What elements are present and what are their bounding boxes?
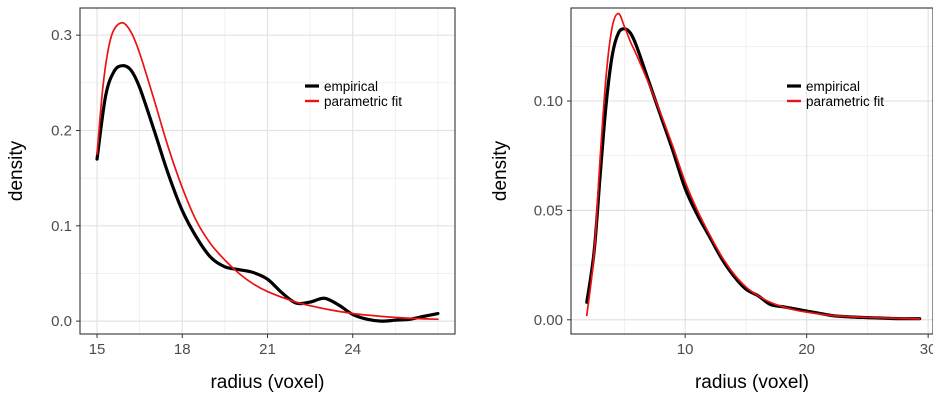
y-tick-label: 0.1 (51, 218, 72, 235)
plot-background (571, 8, 933, 334)
y-tick-label: 0.00 (534, 312, 563, 329)
y-tick-label: 0.05 (534, 202, 563, 219)
x-tick-label: 30 (920, 341, 933, 358)
legend-label: empirical (324, 79, 378, 94)
x-tick-label: 21 (259, 341, 276, 358)
x-tick-label: 20 (798, 341, 815, 358)
legend-label: parametric fit (324, 94, 402, 109)
y-tick-label: 0.10 (534, 93, 563, 110)
series-line-empirical (95, 64, 440, 323)
chart-panel-1: 15 18 21 24 0.0 0.1 0.2 0.3 radius (voxel) densit… (6, 7, 456, 393)
x-tick-label: 10 (677, 341, 694, 358)
series-line-parametric-fit (96, 21, 439, 321)
y-axis-title: density (6, 140, 27, 201)
x-axis-title: radius (voxel) (210, 372, 324, 393)
series-line-parametric-fit (585, 12, 921, 320)
x-tick-label: 15 (89, 341, 106, 358)
x-tick-label: 24 (344, 341, 361, 358)
legend-label: parametric fit (806, 94, 884, 109)
chart-panel-2: 10 20 30 0.00 0.05 0.10 radius (voxel) density e… (490, 7, 933, 393)
y-tick-label: 0.0 (51, 313, 72, 330)
y-tick-label: 0.2 (51, 122, 72, 139)
x-tick-label: 18 (174, 341, 191, 358)
grid (571, 8, 933, 334)
x-axis-title: radius (voxel) (695, 372, 809, 393)
y-axis-title: density (490, 140, 511, 201)
y-tick-label: 0.3 (51, 27, 72, 44)
panel-border (570, 7, 933, 335)
legend-label: empirical (806, 79, 860, 94)
